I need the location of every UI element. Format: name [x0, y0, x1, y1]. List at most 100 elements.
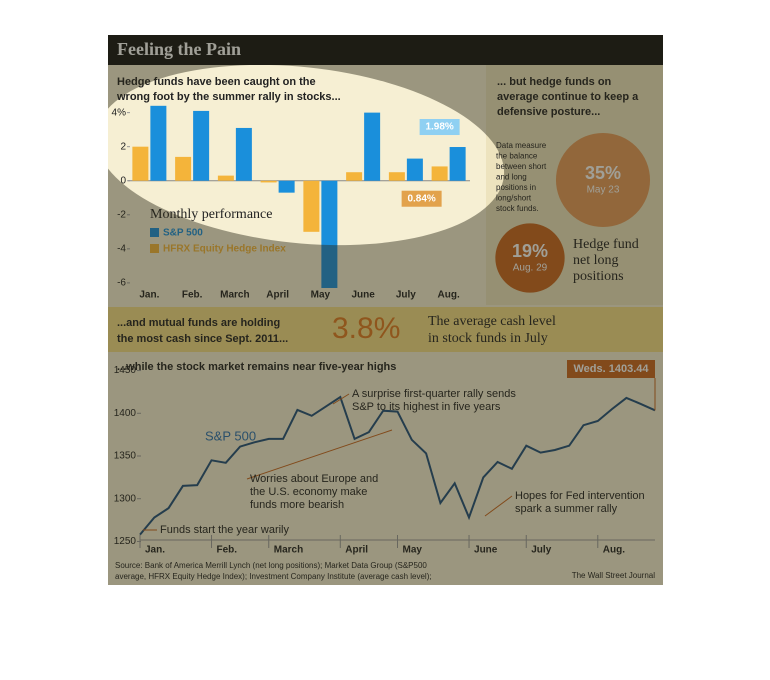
panel-note: between short [496, 162, 547, 171]
y-tick-label: 2 [120, 141, 126, 152]
credit: The Wall Street Journal [572, 571, 656, 580]
y-tick-label: 4% [112, 107, 127, 118]
x-tick-label: May [403, 545, 423, 556]
annotation: funds more bearish [250, 499, 344, 511]
annotation: Funds start the year warily [160, 524, 289, 536]
bubble-caption: positions [573, 269, 624, 284]
x-tick-label: April [345, 545, 368, 556]
bar [388, 172, 405, 181]
bar [235, 127, 252, 181]
value-label-box [567, 360, 655, 378]
bar [175, 156, 192, 181]
bubble-caption: Hedge fund [573, 237, 639, 252]
value-label-box [419, 119, 460, 136]
annotation: spark a summer rally [515, 503, 618, 515]
cash-text: the most cash since Sept. 2011... [117, 333, 288, 345]
bar [406, 158, 423, 181]
x-tick-label: March [220, 290, 249, 301]
legend-title: Monthly performance [150, 207, 272, 222]
bar [364, 112, 381, 181]
annotation-leader [332, 393, 350, 405]
annotation-leader [246, 429, 393, 480]
x-tick-label: July [396, 290, 416, 301]
x-tick-label: Feb. [217, 545, 238, 556]
annotation-leader [484, 495, 513, 517]
x-tick-label: May [311, 290, 331, 301]
panel-note: long/short [496, 194, 532, 203]
bar [303, 180, 320, 232]
page-margin [0, 0, 770, 35]
chart-subtitle: Hedge funds have been caught on the [117, 76, 316, 88]
value-label: 0.84% [407, 193, 435, 204]
legend-swatch [150, 228, 159, 237]
bubble-label: 19% [512, 241, 548, 261]
value-label: Weds. 1403.44 [573, 363, 649, 375]
panel-note: and long [496, 173, 527, 182]
panel-title: defensive posture... [497, 106, 600, 118]
x-tick-label: April [266, 290, 289, 301]
y-tick-label: -2 [117, 209, 126, 220]
source: average, HFRX Equity Hedge Index); Inves… [115, 572, 432, 581]
x-tick-label: July [531, 545, 551, 556]
y-tick-label: 1300 [114, 493, 137, 504]
y-tick-label: 0 [120, 175, 126, 186]
x-tick-label: Feb. [182, 290, 203, 301]
bar [150, 105, 167, 181]
annotation: Hopes for Fed intervention [515, 490, 645, 502]
bar [346, 172, 363, 181]
x-tick-label: June [474, 545, 498, 556]
source: Source: Bank of America Merrill Lynch (n… [115, 561, 427, 570]
annotation: the U.S. economy make [250, 486, 367, 498]
legend-label: S&P 500 [163, 228, 203, 239]
panel-note: stock funds. [496, 204, 539, 213]
page-margin [0, 585, 770, 680]
page-margin [663, 0, 770, 680]
panel-title: average continue to keep a [497, 91, 639, 103]
cash-band [108, 307, 663, 352]
chart-subtitle: wrong foot by the summer rally in stocks… [116, 91, 341, 103]
y-tick-label: 1450 [114, 365, 137, 376]
x-tick-label: Jan. [139, 290, 159, 301]
title-bar [108, 35, 663, 65]
cash-text: ...and mutual funds are holding [117, 317, 280, 329]
page-margin [0, 0, 108, 680]
bar [132, 146, 149, 181]
panel-title: ... but hedge funds on [497, 76, 612, 88]
series-label: S&P 500 [205, 428, 256, 443]
y-tick-label: 1350 [114, 451, 137, 462]
annotation: S&P to its highest in five years [352, 401, 501, 413]
bar [449, 147, 466, 181]
legend-swatch [150, 244, 159, 253]
cash-description: in stock funds in July [428, 331, 548, 346]
y-tick-label: -4 [117, 243, 126, 254]
x-tick-label: Aug. [438, 290, 460, 301]
panel-note: positions in [496, 183, 536, 192]
panel-note: the balance [496, 152, 538, 161]
cash-description: The average cash level [428, 314, 556, 329]
bubble-date: May 23 [587, 185, 620, 196]
value-label: 1.98% [425, 122, 453, 133]
x-tick-label: June [351, 290, 375, 301]
bar [431, 166, 448, 181]
y-tick-label: 1250 [114, 536, 137, 547]
bar [278, 180, 295, 193]
x-tick-label: Jan. [145, 545, 165, 556]
chart-subtitle: ...while the stock market remains near f… [117, 361, 396, 373]
line [139, 395, 656, 536]
main-title: Feeling the Pain [117, 39, 241, 59]
x-tick-label: March [274, 545, 303, 556]
annotation: Worries about Europe and [250, 473, 378, 485]
bar [260, 180, 277, 183]
annotation: A surprise first-quarter rally sends [352, 388, 516, 400]
bubble [555, 132, 651, 228]
bubble-label: 35% [585, 163, 621, 183]
bubble-caption: net long [573, 253, 619, 268]
y-tick-label: -6 [117, 278, 126, 289]
x-tick-label: Aug. [603, 545, 625, 556]
value-label-box [401, 190, 442, 207]
panel-note: Data measure [496, 141, 547, 150]
bubble [495, 223, 565, 293]
legend-label: HFRX Equity Hedge Index [163, 244, 286, 255]
bar [321, 180, 338, 288]
bar [217, 175, 234, 181]
